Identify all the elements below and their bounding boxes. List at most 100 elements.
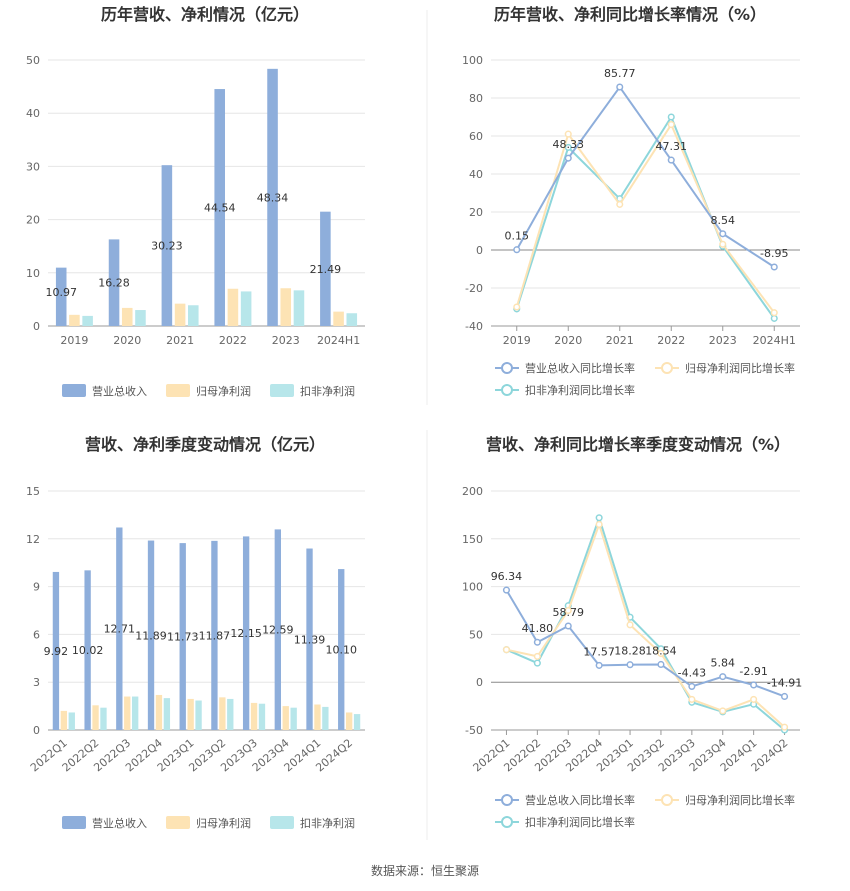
bar-归母净利润	[155, 694, 163, 730]
line-data-label: 0.15	[505, 230, 530, 243]
x-tick-label: 2019	[60, 334, 88, 347]
legend-marker	[501, 794, 513, 806]
point-营业总收入同比增长率	[667, 156, 675, 164]
bar-归母净利润	[345, 712, 353, 730]
point-归母净利润同比增长率	[502, 646, 511, 654]
legend-label: 归母净利润	[196, 816, 251, 830]
bar-营业总收入	[306, 548, 313, 730]
point-扣非净利润同比增长率	[564, 143, 572, 151]
bar-营业总收入	[84, 570, 91, 730]
line-data-label: 41.80	[522, 622, 554, 635]
bar-data-label: 10.97	[45, 286, 77, 299]
bar-归母净利润	[124, 696, 131, 730]
bar-data-label: 11.87	[199, 629, 231, 642]
y-tick-label: 10	[26, 267, 40, 280]
chart-legend: 营业总收入 归母净利润 扣非净利润	[62, 384, 355, 398]
chart-title: 历年营收、净利同比增长率情况（%）	[494, 5, 766, 24]
bar-营业总收入	[179, 543, 186, 730]
chart-annual-growth: 历年营收、净利同比增长率情况（%） -40 -20 0 20 40 60 80 100 2019 2…	[462, 5, 800, 397]
line-data-label: 8.54	[711, 214, 736, 227]
bar-扣非净利润	[258, 703, 266, 730]
y-tick-label: 6	[33, 628, 40, 641]
bar-扣非净利润	[82, 315, 93, 326]
x-tick-label: 2023	[272, 334, 300, 347]
bar-归母净利润	[280, 288, 292, 326]
point-归母净利润同比增长率	[667, 121, 675, 129]
point-归母净利润同比增长率	[750, 695, 758, 703]
point-扣非净利润同比增长率	[770, 314, 778, 322]
bar-扣非净利润	[293, 290, 305, 326]
x-tick-label: 2022	[657, 334, 685, 347]
legend-swatch	[166, 384, 190, 397]
point-扣非净利润同比增长率	[595, 514, 603, 522]
y-tick-label: 60	[469, 130, 483, 143]
bar-扣非净利润	[68, 712, 75, 730]
x-tick-label: 2019	[503, 334, 531, 347]
chart-quarterly-growth: 营收、净利同比增长率季度变动情况（%）-500501001502002022Q1…	[462, 435, 802, 829]
legend-label: 扣非净利润同比增长率	[525, 815, 635, 829]
line-data-label: 17.57	[583, 645, 615, 658]
point-归母净利润同比增长率	[595, 520, 603, 529]
point-归母净利润同比增长率	[564, 606, 572, 615]
y-tick-label: 20	[26, 214, 40, 227]
legend-label: 营业总收入同比增长率	[525, 361, 635, 375]
legend-label: 扣非净利润	[300, 816, 355, 830]
legend-marker	[501, 362, 513, 374]
bar-data-label: 9.92	[44, 645, 69, 658]
point-营业总收入同比增长率	[533, 638, 541, 646]
x-tick-label: 2021	[606, 334, 634, 347]
x-tick-label: 2024H1	[753, 334, 796, 347]
point-归母净利润同比增长率	[719, 707, 727, 715]
chart-quarterly-amount: 营收、净利季度变动情况（亿元）036912152022Q12022Q22022Q…	[26, 435, 365, 830]
point-归母净利润同比增长率	[781, 723, 789, 731]
point-营业总收入同比增长率	[770, 263, 778, 271]
y-tick-label: 40	[26, 107, 40, 120]
legend-label: 营业总收入同比增长率	[525, 793, 635, 807]
bar-归母净利润	[92, 705, 99, 730]
bar-营业总收入	[161, 165, 173, 326]
bar-归母净利润	[314, 704, 321, 730]
bar-营业总收入	[338, 569, 345, 730]
legend-label: 归母净利润	[196, 384, 251, 398]
point-营业总收入同比增长率	[616, 83, 624, 91]
point-归母净利润同比增长率	[657, 649, 665, 658]
bar-归母净利润	[219, 697, 226, 730]
bar-归母净利润	[282, 706, 289, 730]
point-归母净利润同比增长率	[626, 621, 634, 629]
legend-label: 扣非净利润	[300, 384, 355, 398]
y-tick-label: 150	[462, 533, 483, 546]
bar-归母净利润	[333, 311, 344, 326]
y-tick-label: 200	[462, 485, 483, 498]
y-tick-label: 0	[33, 724, 40, 737]
bar-data-label: 12.71	[104, 623, 136, 636]
bar-扣非净利润	[163, 698, 171, 730]
y-tick-label: 80	[469, 92, 483, 105]
bar-归母净利润	[174, 303, 186, 326]
bar-营业总收入	[55, 267, 67, 326]
bar-营业总收入	[214, 89, 225, 326]
line-data-label: -8.95	[760, 247, 788, 260]
legend-label: 营业总收入	[92, 384, 147, 398]
bar-归母净利润	[121, 307, 133, 326]
point-扣非净利润同比增长率	[667, 113, 675, 121]
bar-扣非净利润	[132, 696, 139, 730]
point-营业总收入同比增长率	[564, 622, 572, 630]
line-data-label: 5.84	[711, 657, 736, 670]
line-营业总收入同比增长率	[505, 589, 785, 698]
bar-营业总收入	[242, 536, 250, 730]
chart-annual-amount: 历年营收、净利情况（亿元） 0 10 20 30 40 50 2019 2020 2021 2022…	[26, 5, 365, 398]
legend-swatch	[62, 816, 86, 829]
point-营业总收入同比增长率	[513, 246, 521, 254]
legend-swatch	[270, 816, 294, 829]
line-data-label: 18.28	[614, 645, 646, 658]
line-data-label: -14.91	[767, 676, 802, 689]
y-tick-label: 3	[33, 676, 40, 689]
bar-data-label: 44.54	[204, 202, 236, 215]
point-营业总收入同比增长率	[719, 230, 727, 238]
x-tick-label: 2020	[113, 334, 141, 347]
bar-data-label: 10.10	[325, 644, 357, 657]
y-tick-label: 30	[26, 160, 40, 173]
point-营业总收入同比增长率	[502, 586, 511, 594]
bar-营业总收入	[108, 239, 120, 326]
